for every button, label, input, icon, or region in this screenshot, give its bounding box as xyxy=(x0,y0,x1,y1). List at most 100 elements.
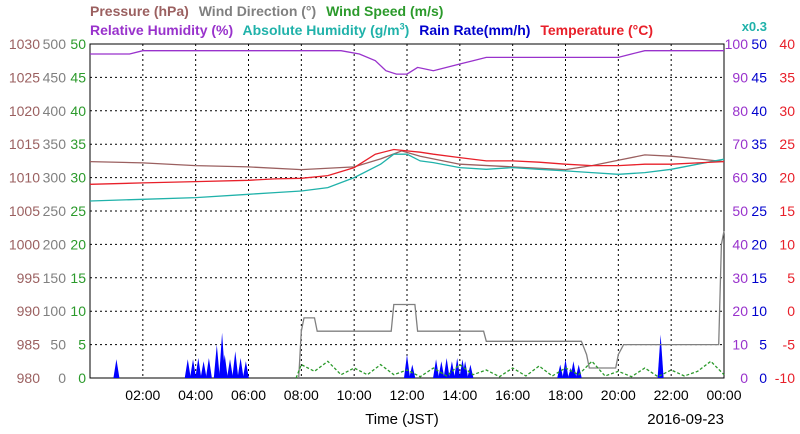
x-tick-label: 16:00 xyxy=(495,387,530,403)
y-tick-temperature: 15 xyxy=(779,203,795,219)
y-tick-temperature: 0 xyxy=(787,303,795,319)
legend-row-1: Pressure (hPa) Wind Direction (°) Wind S… xyxy=(90,3,449,23)
y-tick-pressure: 1000 xyxy=(9,236,40,252)
rain-bar xyxy=(221,354,228,378)
x-tick-label: 18:00 xyxy=(548,387,583,403)
legend-temperature: Temperature (°C) xyxy=(540,21,654,38)
y-tick-wind-direction: 0 xyxy=(58,370,66,386)
y-tick-temperature: 20 xyxy=(779,170,795,186)
rain-bar xyxy=(404,354,410,378)
y-tick-wind-speed: 30 xyxy=(70,170,86,186)
y-tick-pressure: 985 xyxy=(17,337,41,353)
x-tick-label: 02:00 xyxy=(125,387,160,403)
x-tick-label: 06:00 xyxy=(231,387,266,403)
y-tick-rain-rate: 40 xyxy=(751,103,767,119)
y-tick-wind-direction: 350 xyxy=(43,136,67,152)
x-tick-label: 08:00 xyxy=(284,387,319,403)
legend-rain-rate: Rain Rate(mm/h) xyxy=(419,21,531,38)
y-tick-wind-speed: 35 xyxy=(70,136,86,152)
grid-lines xyxy=(90,44,724,378)
x-tick-label: 04:00 xyxy=(178,387,213,403)
x-axis-label: Time (JST) xyxy=(365,411,439,428)
rain-bar xyxy=(462,361,469,378)
rain-scale-note: x0.3 xyxy=(742,19,767,34)
rain-bar xyxy=(448,361,455,378)
y-tick-pressure: 1025 xyxy=(9,69,40,85)
y-tick-wind-speed: 25 xyxy=(70,203,86,219)
y-tick-rain-rate: 35 xyxy=(751,136,767,152)
legend-wind-speed: Wind Speed (m/s) xyxy=(326,3,444,19)
y-tick-temperature: 35 xyxy=(779,69,795,85)
y-tick-relative-humidity: 100 xyxy=(725,36,749,52)
y-tick-wind-direction: 50 xyxy=(50,337,66,353)
date-label: 2016-09-23 xyxy=(647,411,724,428)
x-axis-ticks: 02:00 04:00 06:00 08:00 10:00 12:00 14:00 16:00… xyxy=(125,387,741,403)
y-tick-rain-rate: 5 xyxy=(759,337,767,353)
rain-bar xyxy=(113,359,120,378)
y-tick-wind-speed: 50 xyxy=(70,36,86,52)
y-tick-relative-humidity: 50 xyxy=(732,203,748,219)
x-tick-label: 14:00 xyxy=(442,387,477,403)
y-tick-pressure: 980 xyxy=(17,370,41,386)
legend-relative-humidity: Relative Humidity (%) xyxy=(90,21,234,38)
y-tick-pressure: 995 xyxy=(17,270,41,286)
rain-bar xyxy=(570,361,577,378)
legend-absolute-humidity-text: Absolute Humidity (g/m xyxy=(242,21,400,38)
rain-bar xyxy=(557,364,564,378)
rain-bar xyxy=(443,357,450,378)
y-tick-wind-direction: 300 xyxy=(43,170,67,186)
y-tick-temperature: -5 xyxy=(783,337,796,353)
rain-bar xyxy=(438,361,445,378)
y-axes: 9809859909951000100510101015102010251030… xyxy=(9,36,795,386)
rain-bar xyxy=(184,359,191,378)
rain-bar xyxy=(575,364,582,378)
rain-bar xyxy=(190,359,197,378)
x-tick-label: 12:00 xyxy=(389,387,424,403)
rain-bar xyxy=(195,357,202,378)
y-tick-wind-direction: 200 xyxy=(43,236,67,252)
y-tick-temperature: 25 xyxy=(779,136,795,152)
y-tick-temperature: 5 xyxy=(787,270,795,286)
rain-bar xyxy=(227,359,234,378)
x-tick-label: 22:00 xyxy=(654,387,689,403)
y-tick-wind-speed: 5 xyxy=(78,337,86,353)
rain-bar xyxy=(454,357,461,378)
series-line-absolute-humidity-g-m xyxy=(89,153,725,202)
y-tick-pressure: 1020 xyxy=(9,103,40,119)
y-tick-wind-speed: 10 xyxy=(70,303,86,319)
y-tick-rain-rate: 0 xyxy=(759,370,767,386)
y-tick-relative-humidity: 10 xyxy=(732,337,748,353)
y-tick-rain-rate: 20 xyxy=(751,236,767,252)
y-tick-pressure: 990 xyxy=(17,303,41,319)
y-tick-wind-direction: 450 xyxy=(43,69,67,85)
rain-bar xyxy=(433,359,440,378)
rain-bar xyxy=(200,361,207,378)
rain-bar xyxy=(213,344,220,378)
legend-absolute-humidity: Absolute Humidity (g/m3) xyxy=(242,21,410,38)
y-tick-rain-rate: 30 xyxy=(751,170,767,186)
y-tick-wind-direction: 250 xyxy=(43,203,67,219)
y-tick-wind-speed: 20 xyxy=(70,236,86,252)
rain-bar xyxy=(205,357,212,378)
y-tick-rain-rate: 15 xyxy=(751,270,767,286)
rain-rate-bars xyxy=(113,332,664,378)
series-line-temperature-c xyxy=(89,148,725,185)
legend-absolute-humidity-suffix: ) xyxy=(404,21,410,38)
series-line-wind-speed-m-s xyxy=(295,360,725,379)
y-tick-relative-humidity: 30 xyxy=(732,270,748,286)
y-tick-relative-humidity: 60 xyxy=(732,170,748,186)
legend-row-2: Relative Humidity (%) Absolute Humidity … xyxy=(90,21,659,41)
y-tick-rain-rate: 25 xyxy=(751,203,767,219)
y-tick-wind-speed: 40 xyxy=(70,103,86,119)
y-tick-relative-humidity: 70 xyxy=(732,136,748,152)
rain-bar xyxy=(657,334,664,378)
x-tick-label: 20:00 xyxy=(601,387,636,403)
y-tick-pressure: 1015 xyxy=(9,136,40,152)
legend-absolute-humidity-superscript: 3 xyxy=(399,21,405,31)
y-tick-wind-direction: 500 xyxy=(43,36,67,52)
y-tick-wind-speed: 45 xyxy=(70,69,86,85)
legend-wind-direction: Wind Direction (°) xyxy=(198,3,317,19)
y-tick-wind-direction: 400 xyxy=(43,103,67,119)
series-line-relative-humidity xyxy=(90,50,724,75)
